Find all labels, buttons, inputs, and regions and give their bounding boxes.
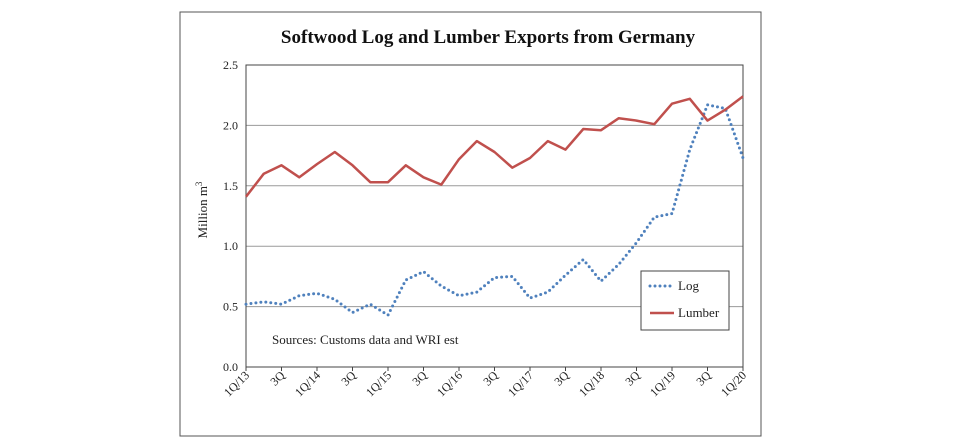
series-log-line [244, 103, 745, 317]
source-note: Sources: Customs data and WRI est [272, 332, 459, 347]
y-axis-label-text: Million m [195, 186, 210, 238]
chart-frame [179, 11, 762, 437]
y-tick-label: 1.5 [223, 179, 238, 193]
legend: Log Lumber [640, 270, 730, 331]
legend-log-label: Log [678, 278, 699, 293]
series-lines [244, 95, 745, 317]
y-tick-label: 2.5 [223, 58, 238, 72]
legend-lumber-label: Lumber [678, 305, 720, 320]
y-tick-label: 2.0 [223, 118, 238, 132]
y-tick-label: 0.0 [223, 360, 238, 374]
chart-title: Softwood Log and Lumber Exports from Ger… [281, 27, 696, 48]
y-tick-label: 0.5 [223, 300, 238, 314]
y-axis-label: Million m3 [194, 181, 210, 238]
y-tick-label: 1.0 [223, 239, 238, 253]
series-lumber-line [245, 95, 744, 198]
legend-box [640, 270, 730, 331]
y-axis-label-superscript: 3 [194, 181, 204, 186]
y-axis: 0.0 0.5 1.0 1.5 2.0 2.5 [223, 58, 238, 374]
